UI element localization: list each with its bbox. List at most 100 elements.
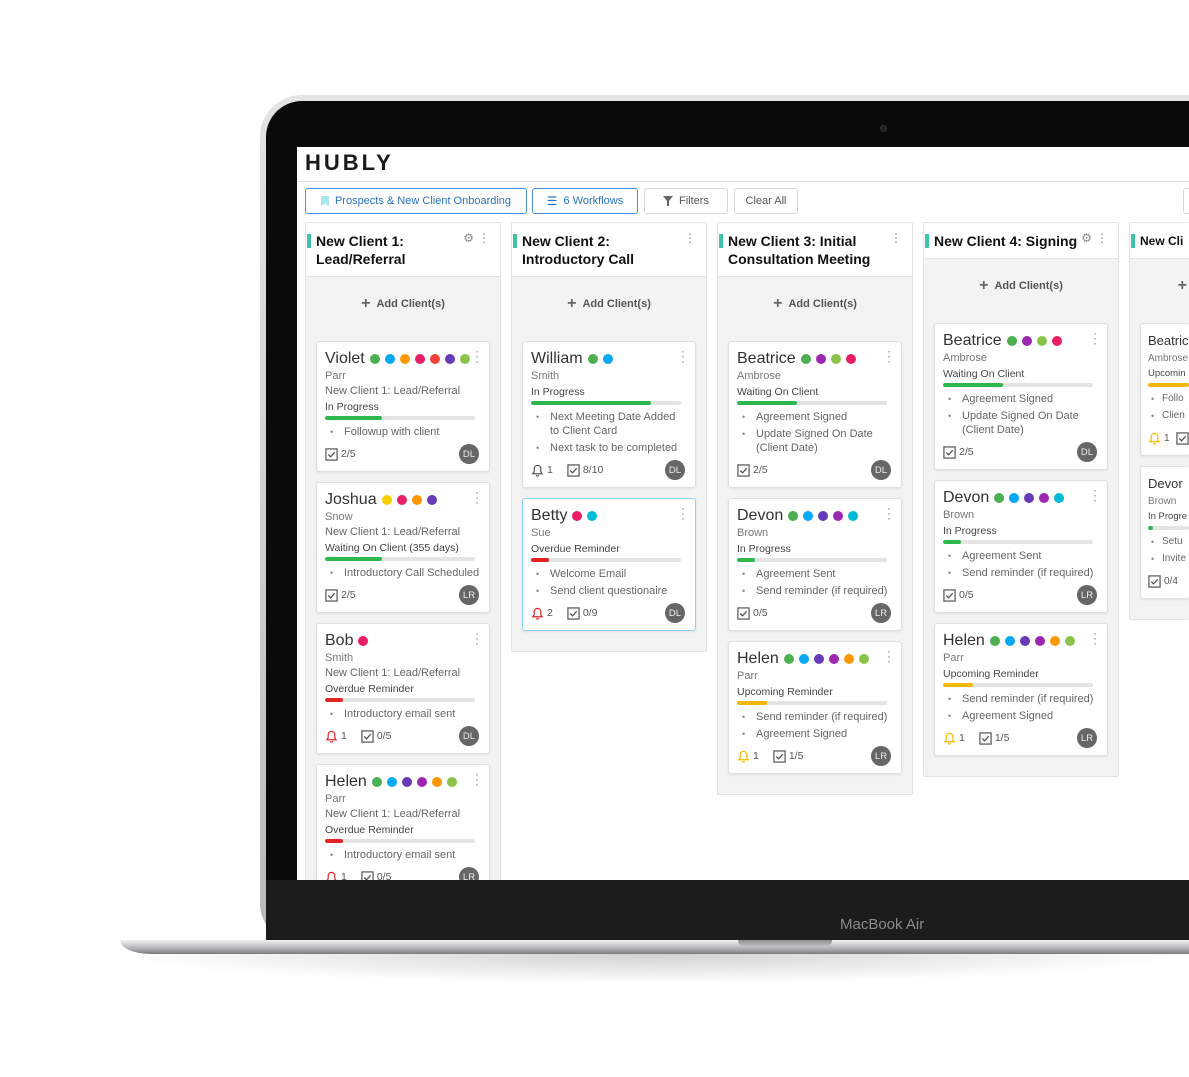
column-header: New Cli ⋮ — [1130, 223, 1189, 259]
avatar[interactable]: DL — [665, 460, 685, 480]
tag-dot — [1039, 493, 1050, 503]
avatar[interactable]: LR — [459, 585, 479, 605]
checkbox-icon — [943, 445, 956, 459]
tasks-progress[interactable]: 2/5 — [943, 445, 974, 459]
client-card[interactable]: · · · Helen Parr New Client 1: Lead/Referr… — [316, 764, 490, 895]
progress-fill — [325, 698, 343, 702]
client-card[interactable]: · · · Violet Parr New Client 1: Lead/Refer… — [316, 341, 490, 472]
client-status: Upcoming Reminder — [737, 686, 833, 698]
avatar[interactable]: LR — [1077, 585, 1097, 605]
progress-fill — [1148, 526, 1153, 530]
clear-all-label: Clear All — [745, 195, 787, 207]
tasks-progress[interactable]: 0/5 — [737, 606, 768, 620]
board-select-button[interactable]: Prospects & New Client Onboarding — [305, 188, 527, 214]
workflow-column: New Client 3: Initial Consultation Meeti… — [717, 222, 913, 795]
plus-icon: + — [361, 295, 371, 312]
tasks-progress[interactable]: 0/5 — [361, 729, 391, 743]
add-clients-button[interactable]: + Add Client(s) — [306, 277, 500, 341]
client-card[interactable]: ··· Devon Brown In Progress Agreement Se… — [934, 480, 1108, 613]
client-stage: New Client 1: Lead/Referral — [325, 808, 461, 820]
add-clients-button[interactable]: + Add Client(s) — [718, 277, 912, 341]
reminders[interactable]: 1 — [943, 732, 965, 745]
tasks-progress[interactable]: 0/5 — [943, 588, 974, 602]
reminders[interactable]: 2 — [531, 607, 553, 620]
tasks-progress[interactable]: 1/5 — [773, 749, 803, 763]
client-card[interactable]: ··· William Smith In Progress Next Meeti… — [522, 341, 696, 488]
tasks-count: 1/5 — [994, 732, 1010, 744]
tasks-progress[interactable]: 2/5 — [325, 447, 356, 461]
reminders[interactable]: 1 — [325, 730, 347, 743]
workflows-button[interactable]: ☰ 6 Workflows — [532, 188, 638, 214]
card-menu-icon[interactable]: · · · — [681, 501, 685, 525]
column-menu-icon[interactable]: ⋮ — [890, 231, 902, 245]
tag-dot — [783, 654, 794, 664]
card-menu-icon[interactable]: · · · — [475, 485, 479, 509]
tasks-progress[interactable]: 0/4 — [1148, 574, 1178, 588]
client-card[interactable]: ··· Beatrice Ambrose Waiting On Client A… — [934, 323, 1108, 470]
reminders[interactable]: 1 — [531, 464, 553, 477]
plus-icon: + — [979, 277, 989, 294]
column-menu-icon[interactable]: ⋮ — [684, 231, 696, 245]
card-menu-icon[interactable]: · · · — [1093, 483, 1097, 507]
tasks-progress[interactable]: 0/9 — [567, 606, 598, 620]
clear-all-button[interactable]: Clear All — [734, 188, 798, 214]
card-menu-icon[interactable]: · · · — [681, 344, 685, 368]
avatar[interactable]: DL — [459, 726, 479, 746]
client-card[interactable]: ··· Beatrice Ambrose Waiting On Client A… — [728, 341, 902, 488]
column-title: New Cli — [1140, 234, 1184, 248]
toolbar-overflow-button[interactable] — [1183, 188, 1189, 214]
progress-fill — [325, 557, 382, 561]
tag-dot — [444, 354, 455, 364]
client-card[interactable]: · · · Bob Smith New Client 1: Lead/Referra… — [316, 623, 490, 754]
workflow-settings-icon[interactable]: ⚙ — [463, 231, 474, 245]
tag-dot — [429, 354, 440, 364]
card-menu-icon[interactable]: · · · — [475, 626, 479, 650]
tasks-progress[interactable]: 2/5 — [737, 463, 768, 477]
avatar[interactable]: DL — [665, 603, 685, 623]
reminders[interactable]: 1 — [1148, 432, 1170, 445]
card-menu-icon[interactable]: · · · — [887, 344, 891, 368]
avatar[interactable]: LR — [871, 746, 891, 766]
card-menu-icon[interactable]: · · · — [887, 644, 891, 668]
progress-fill — [943, 540, 961, 544]
tasks-progress[interactable]: 1/5 — [979, 731, 1010, 745]
avatar[interactable]: DL — [459, 444, 479, 464]
client-card[interactable]: ··· Helen Parr Upcoming Reminder Send re… — [728, 641, 902, 774]
client-card[interactable]: ··· Betty Sue Overdue Reminder Welcome E… — [522, 498, 696, 631]
checkbox-icon — [737, 463, 750, 477]
client-last-name: Parr — [325, 370, 346, 382]
bell-icon — [1148, 432, 1161, 445]
reminders[interactable]: 1 — [737, 750, 759, 763]
client-card[interactable]: ··· Helen Parr Upcoming Reminder Send re… — [934, 623, 1108, 756]
client-card[interactable]: ··· Devon Brown In Progress Agreement Se… — [728, 498, 902, 631]
column-menu-icon[interactable]: ⋮ — [478, 231, 490, 245]
card-menu-icon[interactable]: · · · — [1093, 326, 1097, 350]
client-card[interactable]: ··· Beatric Ambrose Upcomin FolloClien 1 — [1140, 323, 1189, 456]
client-card[interactable]: · · · Joshua Snow New Client 1: Lead/Refer… — [316, 482, 490, 613]
tag-dot — [843, 654, 854, 664]
add-clients-button[interactable]: + Add Client(s) — [512, 277, 706, 341]
card-menu-icon[interactable]: · · · — [1093, 626, 1097, 650]
card-menu-icon[interactable]: · · · — [887, 501, 891, 525]
column-menu-icon[interactable]: ⋮ — [1096, 231, 1108, 245]
card-menu-icon[interactable]: · · · — [475, 767, 479, 791]
client-status: In Progress — [325, 401, 379, 413]
card-menu-icon[interactable]: · · · — [475, 344, 479, 368]
client-first-name: William — [531, 350, 583, 367]
filters-button[interactable]: Filters — [644, 188, 728, 214]
client-card[interactable]: ··· Devor Brown In Progre SetuInvite 0/4 — [1140, 466, 1189, 599]
add-clients-button[interactable]: + — [1130, 259, 1189, 323]
tasks-progress[interactable]: 2/5 — [325, 588, 356, 602]
avatar[interactable]: DL — [1077, 442, 1097, 462]
tasks-progress[interactable]: 8/10 — [567, 463, 603, 477]
progress-fill — [1148, 383, 1189, 387]
tag-dot — [828, 654, 839, 664]
avatar[interactable]: DL — [871, 460, 891, 480]
add-clients-button[interactable]: + Add Client(s) — [924, 259, 1118, 323]
workflow-settings-icon[interactable]: ⚙ — [1081, 231, 1092, 245]
progress-fill — [325, 416, 382, 420]
tasks-count: 0/9 — [582, 607, 598, 619]
avatar[interactable]: LR — [1077, 728, 1097, 748]
avatar[interactable]: LR — [871, 603, 891, 623]
tasks-progress[interactable] — [1175, 431, 1189, 445]
